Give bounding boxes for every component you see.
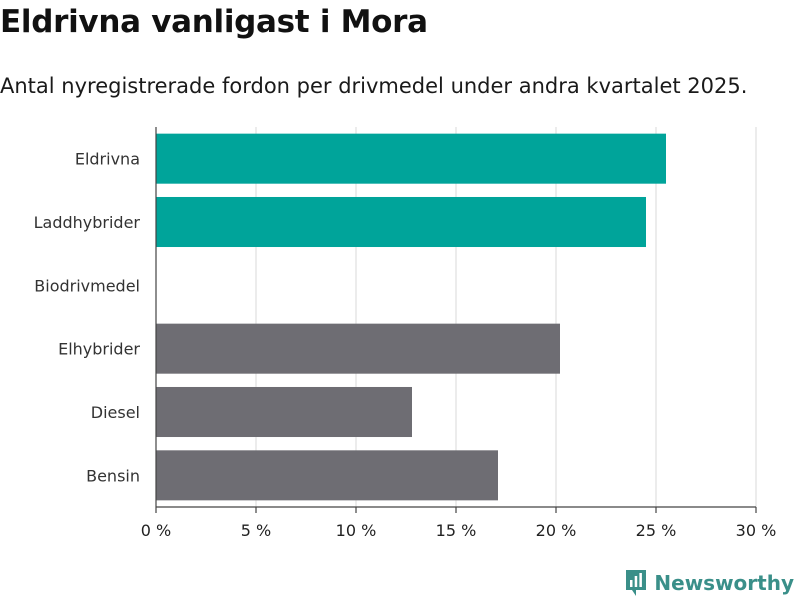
chart-title: Eldrivna vanligast i Mora [0, 4, 428, 40]
newsworthy-logo-icon [626, 570, 647, 596]
x-tick-label: 0 % [141, 521, 171, 540]
x-tick-label: 15 % [436, 521, 477, 540]
x-tick-label: 5 % [241, 521, 271, 540]
bar-diesel [156, 386, 412, 438]
category-label: Eldrivna [75, 150, 140, 169]
category-label: Biodrivmedel [34, 276, 140, 295]
category-label: Elhybrider [58, 340, 140, 359]
chart-subtitle: Antal nyregistrerade fordon per drivmede… [0, 74, 748, 98]
bar-elhybrider [156, 323, 560, 374]
x-tick-label: 25 % [636, 521, 677, 540]
x-tick-label: 10 % [336, 521, 377, 540]
grid-lines [255, 127, 757, 507]
x-axis: 0 % 5 % 10 % 15 % 20 % 25 % 30 % [141, 127, 777, 540]
bars [156, 133, 666, 501]
category-labels: Eldrivna Laddhybrider Biodrivmedel Elhybrid… [34, 150, 141, 486]
category-label: Bensin [86, 466, 140, 485]
category-label: Laddhybrider [34, 213, 141, 232]
x-tick-label: 20 % [536, 521, 577, 540]
bar-eldrivna [156, 133, 666, 184]
x-tick-label: 30 % [736, 521, 777, 540]
bar-laddhybrider [156, 196, 646, 248]
brand-name: Newsworthy [654, 571, 794, 595]
bar-bensin [156, 450, 498, 501]
category-label: Diesel [91, 403, 140, 422]
brand-logo: Newsworthy [624, 568, 794, 598]
